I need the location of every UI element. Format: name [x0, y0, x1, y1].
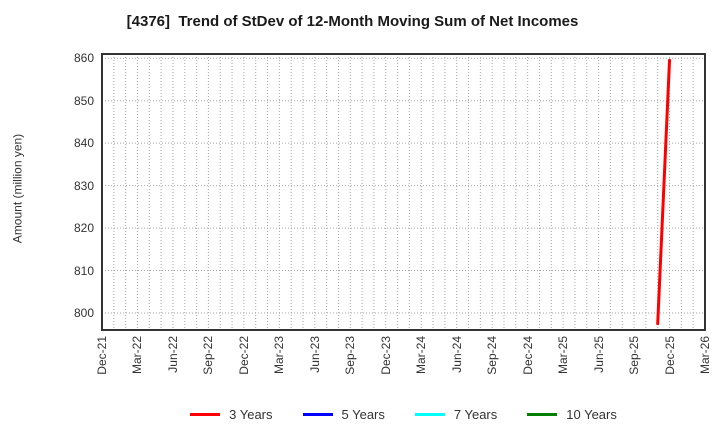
- x-tick-label: Mar-24: [414, 336, 429, 375]
- chart-title: [4376] Trend of StDev of 12-Month Moving…: [126, 13, 579, 30]
- x-tick-label: Dec-22: [236, 336, 251, 375]
- horizontal-gridlines: [102, 57, 705, 314]
- series-lines: [656, 58, 672, 326]
- x-tick-label: Mar-23: [272, 336, 287, 375]
- chart-legend: 3 Years 5 Years 7 Years 10 Years: [102, 403, 705, 425]
- x-tick-label: Jun-25: [591, 336, 606, 373]
- y-tick-label: 830: [73, 178, 94, 193]
- x-tick-label: Sep-24: [485, 336, 500, 375]
- legend-label: 5 Years: [341, 406, 385, 422]
- x-tick-label: Mar-25: [556, 336, 571, 375]
- legend-label: 7 Years: [453, 406, 498, 422]
- plot-area: [101, 53, 706, 331]
- y-tick-label: 840: [73, 136, 94, 151]
- x-tick-label: Dec-23: [378, 336, 393, 375]
- x-tick-label: Sep-23: [343, 336, 358, 375]
- series-line-3-years: [656, 58, 672, 326]
- legend-item-5-years: 5 Years: [302, 406, 385, 422]
- y-axis-title: Amount (million yen): [10, 133, 25, 244]
- x-tick-label: Sep-25: [627, 336, 642, 375]
- x-tick-label: Mar-26: [698, 336, 712, 375]
- vertical-gridlines: [113, 54, 694, 330]
- x-tick-label: Sep-22: [201, 336, 216, 375]
- legend-line-icon: [190, 412, 221, 416]
- legend-line-icon: [527, 412, 558, 416]
- legend-item-3-years: 3 Years: [190, 406, 273, 422]
- x-tick-label: Dec-24: [520, 336, 535, 375]
- x-tick-label: Jun-24: [449, 336, 464, 373]
- y-tick-label: 810: [73, 263, 94, 278]
- y-tick-label: 860: [73, 51, 94, 66]
- legend-line-icon: [302, 412, 333, 416]
- x-tick-label: Dec-21: [95, 336, 109, 375]
- legend-label: 3 Years: [229, 406, 273, 422]
- y-tick-label: 820: [73, 221, 94, 236]
- x-tick-label: Jun-22: [165, 336, 180, 373]
- plot-border: [101, 53, 706, 331]
- legend-label: 10 Years: [566, 406, 617, 422]
- x-tick-label: Mar-22: [130, 336, 145, 375]
- x-tick-label: Dec-25: [662, 336, 677, 375]
- y-tick-label: 850: [73, 93, 94, 108]
- legend-item-10-years: 10 Years: [527, 407, 617, 422]
- y-tick-label: 800: [73, 306, 94, 320]
- x-tick-label: Jun-23: [307, 336, 322, 373]
- legend-item-7-years: 7 Years: [414, 406, 498, 422]
- legend-line-icon: [414, 412, 445, 416]
